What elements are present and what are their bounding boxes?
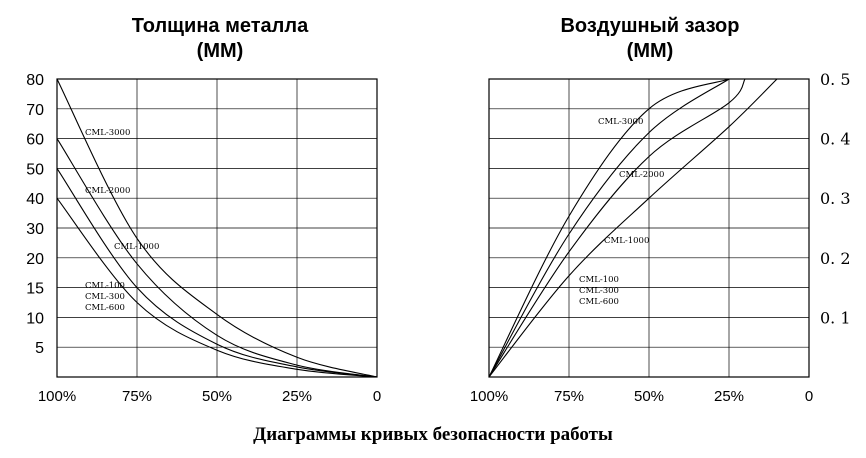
right-x-tick-label: 100% (470, 388, 508, 405)
left-curve-label: CML-2000 (85, 186, 130, 196)
left-chart-title: Толщина металла (ММ) (60, 14, 380, 64)
left-x-tick-label: 100% (38, 388, 76, 405)
right-curve-label: CML-300 (579, 286, 619, 296)
left-y-tick-label: 30 (26, 221, 44, 238)
right-y-tick-label: 0. 2 (820, 249, 851, 268)
right-title-line-1: Воздушный зазор (560, 15, 740, 37)
left-y-tick-label: 20 (26, 251, 44, 268)
left-y-tick-label: 80 (26, 72, 44, 89)
right-x-tick-label: 25% (714, 388, 744, 405)
left-curve-label: CML-1000 (114, 242, 159, 252)
right-curve-label: CML-600 (579, 297, 619, 307)
right-x-tick-label: 50% (634, 388, 664, 405)
right-curve-label: CML-3000 (598, 117, 643, 127)
left-curve-label: CML-300 (85, 292, 125, 302)
left-x-tick-label: 75% (122, 388, 152, 405)
figure-caption: Диаграммы кривых безопасности работы (253, 424, 613, 445)
left-y-tick-label: 50 (26, 161, 44, 178)
right-curve-2 (488, 78, 746, 378)
right-curve-label: CML-1000 (604, 236, 649, 246)
right-y-tick-label: 0. 3 (820, 189, 851, 208)
left-title-line-1: Толщина металла (131, 15, 309, 37)
right-chart-title: Воздушный зазор (ММ) (490, 14, 810, 64)
left-x-tick-label: 50% (202, 388, 232, 405)
left-curve-3 (56, 197, 378, 378)
right-curve-3 (488, 78, 778, 378)
left-curve-1 (56, 138, 378, 378)
air-gap-chart: 0. 1 0. 2 0. 3 0. 4 0. 5 100% 75% 50% 25% 0 CML-30… (470, 70, 851, 405)
left-curve-2 (56, 168, 378, 378)
right-curve-0 (488, 78, 730, 378)
left-curve-label: CML-100 (85, 281, 125, 291)
right-curve-label: CML-100 (579, 275, 619, 285)
left-x-tick-label: 25% (282, 388, 312, 405)
right-y-tick-label: 0. 1 (820, 308, 851, 327)
left-y-tick-label: 70 (26, 102, 44, 119)
left-curve-0 (56, 78, 378, 378)
right-curve-1 (488, 78, 730, 378)
metal-thickness-chart: 5 10 15 20 30 40 50 60 70 80 100% 75% 50% 25% 0 CML-300… (26, 72, 381, 405)
left-y-tick-label: 15 (26, 281, 44, 298)
right-title-line-2: (ММ) (626, 40, 674, 62)
left-curve-label: CML-600 (85, 303, 125, 313)
left-curve-label: CML-3000 (85, 128, 130, 138)
right-y-tick-label: 0. 5 (820, 70, 851, 89)
left-y-tick-label: 40 (26, 191, 44, 208)
right-x-tick-label: 75% (554, 388, 584, 405)
left-plot-frame (56, 78, 378, 378)
left-y-tick-label: 60 (26, 132, 44, 149)
left-y-tick-label: 10 (26, 310, 44, 327)
right-plot-frame (488, 78, 810, 378)
left-y-tick-label: 5 (35, 340, 44, 357)
right-y-tick-label: 0. 4 (820, 130, 851, 149)
left-x-tick-label: 0 (373, 388, 381, 405)
left-title-line-2: (ММ) (196, 40, 244, 62)
right-x-tick-label: 0 (805, 388, 813, 405)
right-curve-label: CML-2000 (619, 170, 664, 180)
